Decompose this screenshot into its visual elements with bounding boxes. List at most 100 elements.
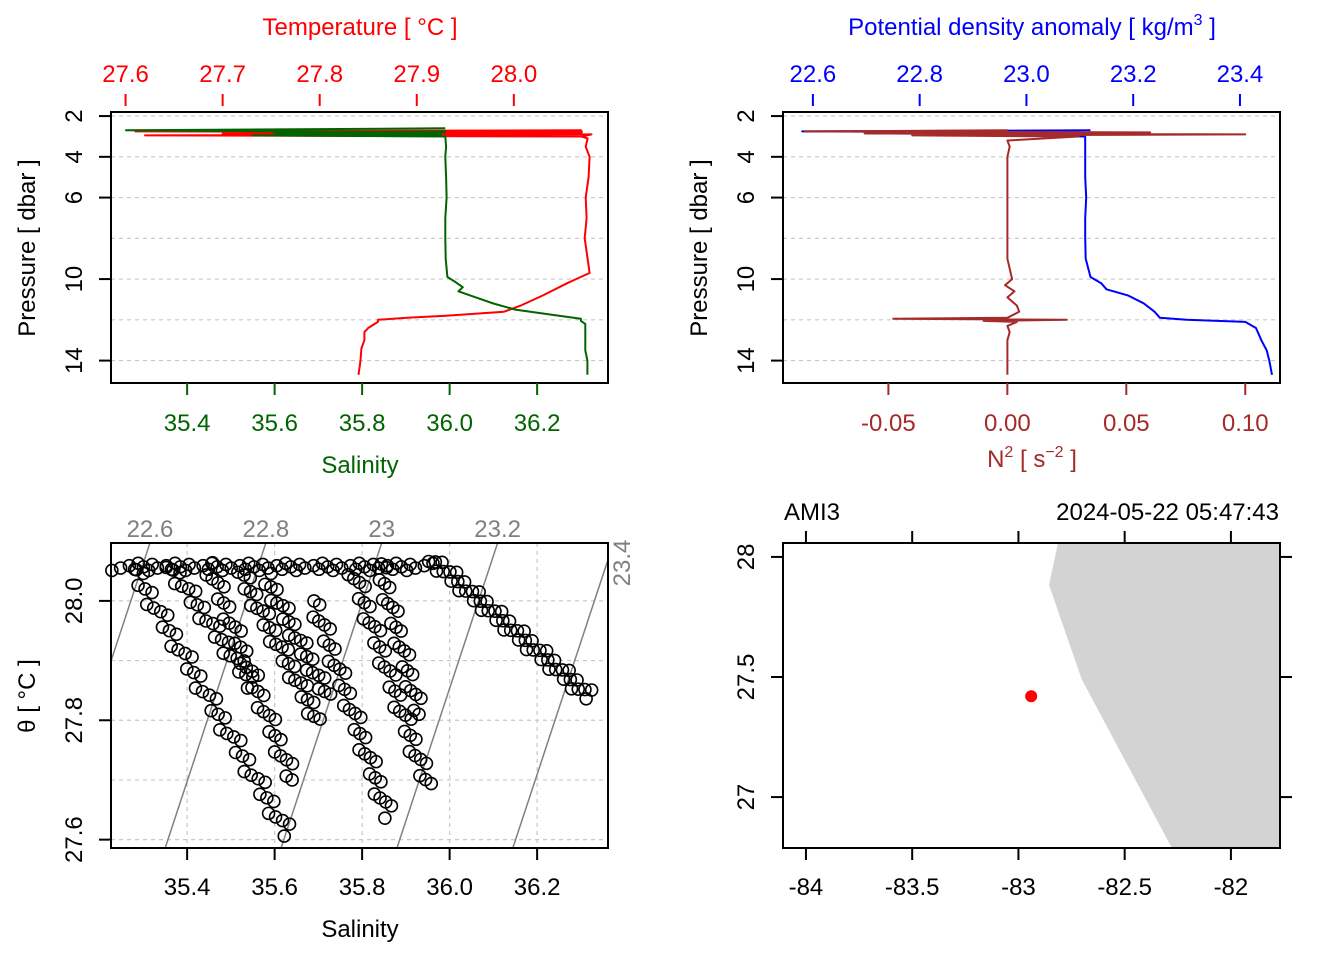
ts-point [167, 576, 182, 591]
ts-point [237, 582, 252, 596]
ts-point [405, 667, 420, 682]
map-frame [782, 542, 1281, 849]
ts-point [277, 829, 292, 843]
ts-point [378, 644, 393, 658]
ts-point [207, 630, 222, 644]
isopycnal-line [512, 557, 608, 848]
n2-title-mid: [ s [1013, 446, 1045, 473]
n2-title-exp: 2 [1004, 444, 1013, 461]
ts-point [385, 562, 400, 577]
ts-point [169, 627, 184, 642]
ts-point [183, 595, 198, 610]
density-tick-label: 23.2 [1110, 61, 1157, 88]
density-n2-profile-panel: Potential density anomaly [ kg/m3 ] N2 [… [686, 12, 1281, 473]
density-profile-line [801, 129, 1273, 375]
ts-point [307, 709, 321, 724]
ts-point [145, 585, 159, 600]
ts-point [571, 682, 586, 696]
ts-point [312, 598, 327, 612]
isopycnal-label: 23.2 [474, 516, 521, 543]
ts-point [412, 707, 426, 722]
ts-point [261, 806, 276, 821]
ts-point [256, 604, 270, 618]
station-marker [1025, 690, 1038, 703]
ts-point [298, 561, 312, 575]
latitude-tick-label: 28 [733, 544, 760, 571]
ts-point [275, 813, 290, 828]
temperature-axis-title: Temperature [ °C ] [263, 14, 458, 41]
land-polygon [1049, 543, 1280, 848]
ts-point [503, 623, 518, 638]
ts-point [300, 636, 314, 650]
isopycnal-label: 22.6 [127, 516, 174, 543]
ts-point [510, 623, 525, 638]
isopycnal-group [111, 543, 608, 848]
ts-point [270, 582, 284, 597]
pressure-tick-label: 10 [733, 266, 760, 293]
ts-point [260, 791, 274, 805]
ts-point [251, 771, 265, 786]
ts-point [239, 644, 254, 658]
ts-point [253, 787, 267, 802]
ts-point [288, 617, 302, 632]
ts-point [519, 642, 534, 657]
longitude-tick-label: -82.5 [1097, 874, 1152, 901]
ts-point [251, 668, 266, 683]
ts-point [579, 691, 593, 706]
ts-point [374, 774, 388, 789]
n2-tick-label: 0.05 [1103, 410, 1150, 437]
ts-point [235, 749, 250, 763]
ts-point [173, 565, 187, 580]
salinity-tick-label: 35.6 [251, 410, 298, 437]
ts-point [363, 599, 377, 614]
ts-point [399, 563, 414, 578]
ts-point [288, 673, 302, 688]
ts-point [474, 603, 489, 618]
temperature-tick-label: 27.6 [102, 61, 149, 88]
ts-point [497, 623, 511, 637]
ts-point [264, 580, 278, 594]
station-datetime: 2024-05-22 05:47:43 [1056, 499, 1279, 526]
density-title-end: ] [1203, 14, 1216, 41]
ts-point [294, 690, 309, 704]
ts-point [216, 646, 231, 661]
density-title-main: Potential density anomaly [ kg/m [848, 14, 1194, 41]
ts-point [391, 604, 405, 619]
ts-point [282, 817, 297, 831]
station-map-panel: AMI3 2024-05-22 05:47:43 -84 -83.5 -83 -82.… [733, 499, 1292, 901]
ts-point [268, 712, 283, 727]
pressure-tick-label: 4 [61, 150, 88, 163]
latitude-tick-label: 27 [733, 784, 760, 811]
ts-point [166, 563, 180, 577]
ts-point [408, 561, 423, 575]
ts-point [289, 563, 303, 578]
ts-point [389, 668, 403, 682]
ts-point [197, 600, 212, 615]
ts-point [419, 756, 434, 771]
ts-point [452, 583, 466, 598]
pressure-axis-title: Pressure [ dbar ] [686, 159, 713, 336]
ts-point [275, 640, 289, 654]
ts-point [526, 643, 541, 657]
ts-point [244, 768, 258, 782]
ts-point [267, 794, 281, 809]
ts-point [258, 577, 272, 592]
ts-point [243, 584, 258, 599]
plot-frame [110, 542, 609, 849]
ts-point [131, 578, 145, 593]
pressure-tick-label: 14 [61, 347, 88, 374]
ts-point [274, 732, 288, 747]
ts-diagram-panel: Salinity θ [ °C ] 22.6 22.8 23 23.2 23.4 35.4… [14, 516, 636, 943]
isopycnal-line [396, 543, 499, 848]
ts-point [378, 811, 392, 825]
ts-point [402, 647, 417, 662]
ts-point [178, 646, 192, 661]
ts-point [384, 799, 399, 813]
ts-point [257, 688, 271, 703]
isopycnal-label: 23.4 [609, 540, 636, 587]
ts-point [256, 618, 271, 632]
density-tick-label: 23.4 [1217, 61, 1264, 88]
ts-point [221, 635, 236, 650]
ts-point [220, 726, 234, 741]
